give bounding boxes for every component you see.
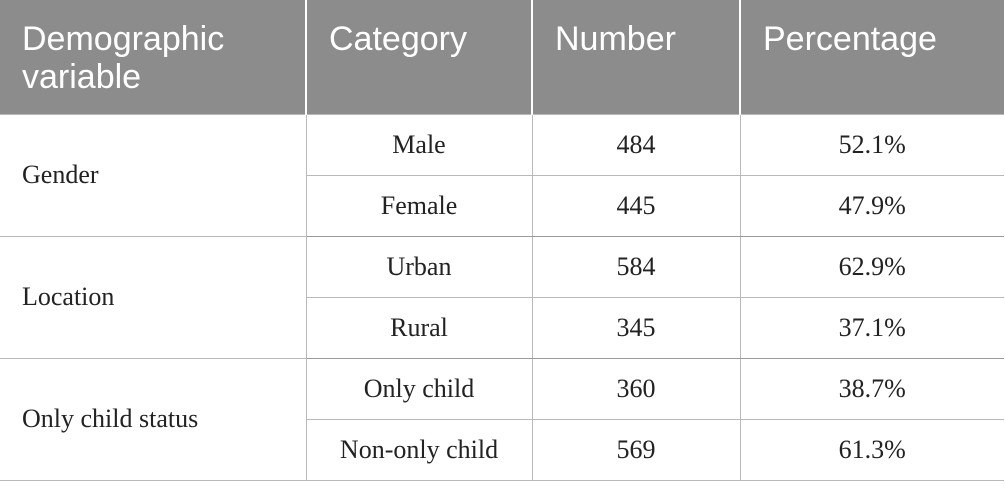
table-row: Female 445 47.9% <box>0 174 1004 237</box>
category-cell: Female <box>306 174 533 237</box>
header-row: Demographic variable Category Number Per… <box>0 0 1004 114</box>
variable-only-child-status: Only child status <box>0 357 307 481</box>
table-row: Non-only child 569 61.3% <box>0 418 1004 481</box>
header-number: Number <box>532 0 741 114</box>
category-cell: Rural <box>306 296 533 359</box>
table-row: Only child status Only child 360 38.7% <box>0 357 1004 481</box>
category-cell: Only child <box>305 357 533 420</box>
table-row: Location Urban 584 62.9% <box>0 235 1004 359</box>
variable-gender: Gender <box>0 113 307 237</box>
number-cell: 569 <box>531 418 741 481</box>
number-cell: 484 <box>531 113 741 176</box>
table-row: Gender Male 484 52.1% <box>0 113 1004 237</box>
category-cell: Non-only child <box>306 418 533 481</box>
number-cell: 584 <box>531 235 741 298</box>
percentage-cell: 52.1% <box>739 113 1004 176</box>
number-cell: 345 <box>531 296 741 359</box>
table-row: Rural 345 37.1% <box>0 296 1004 359</box>
percentage-cell: 37.1% <box>739 296 1004 359</box>
category-cell: Urban <box>305 235 533 298</box>
header-percentage: Percentage <box>740 0 1004 114</box>
percentage-cell: 47.9% <box>739 174 1004 237</box>
number-cell: 445 <box>531 174 741 237</box>
percentage-cell: 61.3% <box>739 418 1004 481</box>
variable-location: Location <box>0 235 307 359</box>
header-demographic-variable: Demographic variable <box>0 0 307 114</box>
category-cell: Male <box>305 113 533 176</box>
demographics-table: Demographic variable Category Number Per… <box>0 0 1004 481</box>
number-cell: 360 <box>531 357 741 420</box>
header-category: Category <box>306 0 533 114</box>
percentage-cell: 38.7% <box>739 357 1004 420</box>
percentage-cell: 62.9% <box>739 235 1004 298</box>
